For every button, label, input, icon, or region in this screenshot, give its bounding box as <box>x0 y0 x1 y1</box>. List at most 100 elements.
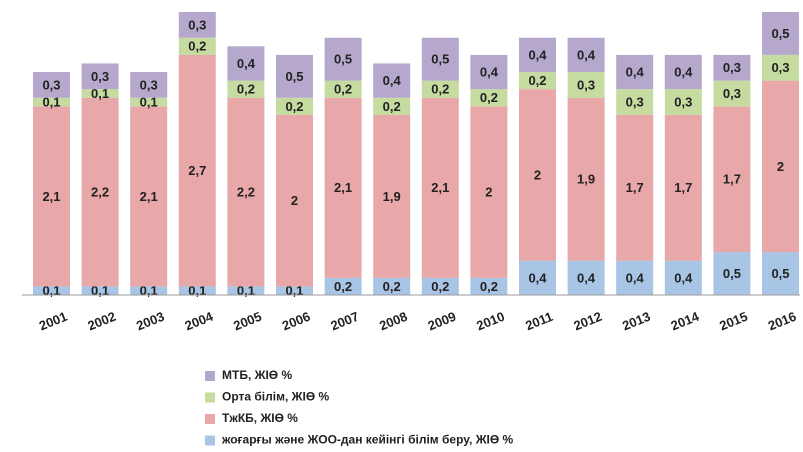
bar-segment <box>81 97 119 287</box>
value-label: 0,2 <box>188 39 206 54</box>
bar-segment <box>567 37 605 73</box>
legend-swatch <box>205 371 215 381</box>
value-label: 0,2 <box>528 73 546 88</box>
value-label: 1,7 <box>723 172 741 187</box>
value-label: 2,1 <box>431 180 449 195</box>
x-tick-label: 2008 <box>377 309 409 334</box>
bar-segment <box>324 97 362 278</box>
bar-segment <box>227 97 265 287</box>
x-tick-label: 2007 <box>328 309 360 334</box>
value-label: 0,1 <box>188 283 206 298</box>
bar-segment <box>762 252 799 295</box>
value-label: 0,4 <box>383 73 402 88</box>
x-tick-label: 2005 <box>231 309 263 334</box>
value-label: 2,1 <box>334 180 352 195</box>
value-label: 0,3 <box>42 77 60 92</box>
value-label: 0,5 <box>771 266 789 281</box>
value-label: 0,3 <box>771 60 789 75</box>
legend-label: ТжКБ, ЖІӨ % <box>222 411 298 425</box>
x-tick-label: 2013 <box>620 309 652 334</box>
legend-swatch <box>205 392 215 403</box>
value-label: 2,1 <box>42 189 60 204</box>
x-tick-label: 2004 <box>183 308 216 333</box>
bar-segment <box>762 54 799 81</box>
bar-segment <box>81 63 119 90</box>
x-tick-label: 2001 <box>37 309 69 334</box>
bar-segment <box>33 106 70 287</box>
bar-segment <box>178 12 216 38</box>
x-tick-label: 2014 <box>669 308 702 333</box>
x-tick-label: 2010 <box>474 309 506 334</box>
bar-segment <box>470 54 508 90</box>
bar-segment <box>762 12 799 55</box>
bar-segment <box>33 72 70 98</box>
value-label: 2 <box>534 167 541 182</box>
bar-segment <box>664 114 702 261</box>
bar-segment <box>567 97 605 261</box>
value-label: 2,2 <box>237 185 255 200</box>
bar-segment <box>81 286 119 295</box>
bar-segment <box>616 260 654 295</box>
value-label: 2,7 <box>188 163 206 178</box>
bar-segment <box>373 114 411 278</box>
bar-segment <box>276 286 313 295</box>
value-label: 0,5 <box>431 52 449 67</box>
bar-segment <box>178 37 216 55</box>
bar-segment <box>470 106 508 278</box>
value-label: 0,4 <box>528 270 547 285</box>
value-label: 0,3 <box>91 69 109 84</box>
value-label: 2 <box>777 159 784 174</box>
bar-segment <box>616 54 654 90</box>
bar-segment <box>470 89 508 107</box>
value-label: 0,5 <box>285 69 303 84</box>
legend-label: МТБ, ЖІӨ % <box>222 368 292 382</box>
bar-segment <box>276 97 313 115</box>
bar-segment <box>33 286 70 295</box>
bar-segment <box>33 97 70 107</box>
value-label: 0,1 <box>285 283 303 298</box>
value-label: 0,2 <box>334 279 352 294</box>
value-label: 2,1 <box>140 189 158 204</box>
value-label: 0,4 <box>237 56 256 71</box>
x-tick-label: 2009 <box>426 309 458 334</box>
bar-segment <box>664 260 702 295</box>
bar-segment <box>421 277 459 295</box>
value-label: 2 <box>485 185 492 200</box>
value-label: 0,4 <box>577 47 596 62</box>
bar-segment <box>227 46 265 81</box>
bar-segment <box>276 54 313 98</box>
value-label: 0,2 <box>480 279 498 294</box>
value-label: 1,7 <box>626 180 644 195</box>
bar-segment <box>519 72 556 90</box>
bar-segment <box>373 97 411 115</box>
bar-segment <box>421 37 459 81</box>
value-label: 0,5 <box>334 52 352 67</box>
value-label: 0,4 <box>577 270 596 285</box>
legend-label: жоғарғы және ЖОО-дан кейінгі білім беру,… <box>221 433 514 447</box>
x-tick-label: 2012 <box>571 309 603 334</box>
bar-segment <box>130 106 168 287</box>
bar-segment <box>713 252 751 295</box>
value-label: 0,2 <box>383 279 401 294</box>
bar-segment <box>130 97 168 107</box>
value-label: 0,5 <box>723 266 741 281</box>
x-tick-label: 2011 <box>523 309 555 333</box>
value-label: 0,3 <box>188 17 206 32</box>
value-label: 1,9 <box>383 189 401 204</box>
bar-segment <box>567 260 605 295</box>
value-label: 0,1 <box>140 283 158 298</box>
value-label: 0,3 <box>626 94 644 109</box>
value-label: 0,3 <box>577 77 595 92</box>
bar-segment <box>567 72 605 98</box>
value-label: 0,1 <box>42 94 60 109</box>
value-label: 0,2 <box>334 82 352 97</box>
value-label: 0,4 <box>674 270 693 285</box>
bar-segment <box>373 277 411 295</box>
legend-swatch <box>205 414 215 424</box>
value-label: 0,3 <box>674 94 692 109</box>
bar-segment <box>276 114 313 287</box>
bar-segment <box>616 114 654 261</box>
bar-segment <box>324 37 362 81</box>
value-label: 1,7 <box>674 180 692 195</box>
bar-segment <box>664 89 702 115</box>
